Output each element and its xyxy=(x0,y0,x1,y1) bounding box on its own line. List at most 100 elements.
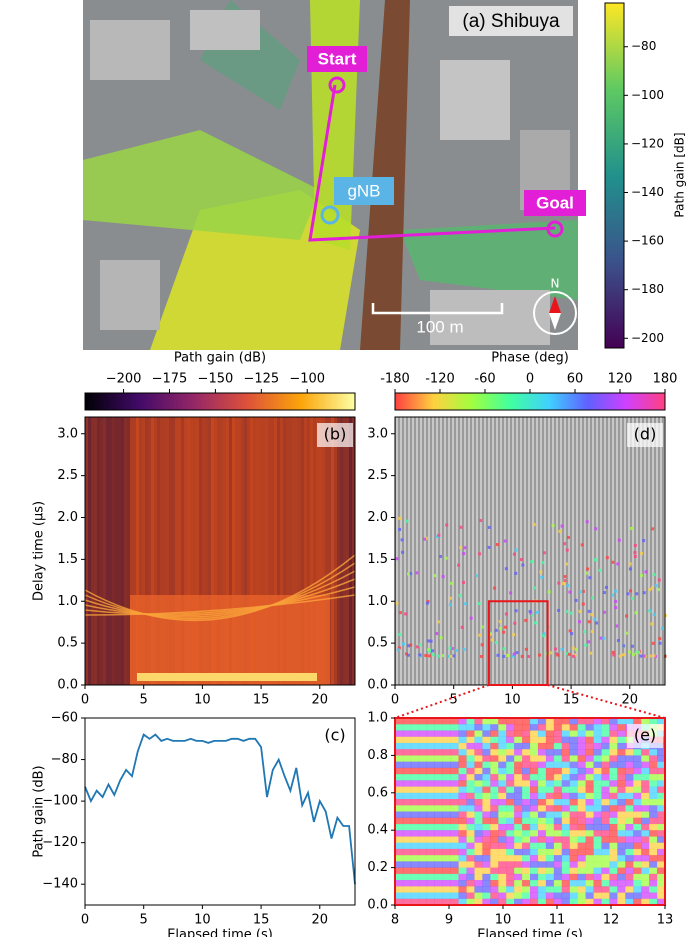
heatmap-texture xyxy=(514,811,523,819)
heatmap-texture xyxy=(410,805,420,812)
heatmap-texture xyxy=(633,861,642,868)
heatmap-texture xyxy=(589,651,593,655)
x-tick-label: 11 xyxy=(549,913,566,928)
heatmap-texture xyxy=(130,417,133,685)
heatmap-texture xyxy=(563,575,567,579)
heatmap-texture xyxy=(442,855,451,862)
heatmap-texture xyxy=(601,792,610,800)
heatmap-texture xyxy=(106,417,109,685)
heatmap-texture xyxy=(466,867,475,875)
heatmap-texture xyxy=(463,602,467,606)
heatmap-texture xyxy=(482,823,491,831)
heatmap-texture xyxy=(466,848,475,856)
heatmap-texture xyxy=(506,811,515,819)
scale-bar xyxy=(371,303,504,315)
heatmap-texture xyxy=(490,842,499,850)
heatmap-texture xyxy=(617,749,626,756)
heatmap-texture xyxy=(474,799,483,806)
heatmap-texture xyxy=(490,873,499,881)
heatmap-texture xyxy=(625,886,634,893)
heatmap-texture xyxy=(418,836,428,843)
heatmap-texture xyxy=(426,774,436,781)
panel-label-box xyxy=(627,423,663,447)
heatmap-texture xyxy=(442,848,451,856)
heatmap-texture xyxy=(545,755,555,762)
heatmap-texture xyxy=(482,749,491,756)
heatmap-texture xyxy=(593,742,602,750)
heatmap-texture xyxy=(537,880,547,887)
heatmap-texture xyxy=(641,867,650,875)
heatmap-texture xyxy=(657,886,666,893)
heatmap-texture xyxy=(466,730,475,737)
heatmap-texture xyxy=(346,417,349,685)
heatmap-texture xyxy=(434,799,443,806)
heatmap-texture xyxy=(410,886,420,893)
heatmap-texture xyxy=(418,842,428,850)
heatmap-texture xyxy=(583,630,587,634)
heatmap-texture xyxy=(553,805,563,812)
heatmap-texture xyxy=(208,417,211,685)
heatmap-texture xyxy=(418,730,428,737)
heatmap-texture xyxy=(506,823,515,831)
heatmap-texture xyxy=(577,761,586,769)
y-tick-label: 0.0 xyxy=(367,678,388,693)
heatmap-texture xyxy=(601,817,610,825)
heatmap-texture xyxy=(193,417,196,685)
heatmap-texture xyxy=(530,749,539,756)
heatmap-texture xyxy=(84,554,356,622)
heatmap-texture xyxy=(410,799,420,806)
heatmap-texture xyxy=(340,417,343,685)
heatmap-texture xyxy=(482,742,491,750)
heatmap-texture xyxy=(545,749,555,756)
heatmap-texture xyxy=(474,817,483,825)
heatmap-texture xyxy=(474,767,483,775)
heatmap-texture xyxy=(537,886,547,893)
heatmap-texture xyxy=(571,654,575,658)
heatmap-texture xyxy=(395,836,404,843)
heatmap-texture xyxy=(530,761,539,769)
colorbar-tick-label: 60 xyxy=(567,372,584,387)
heatmap-texture xyxy=(545,805,555,812)
heatmap-texture xyxy=(585,767,594,775)
heatmap-texture xyxy=(633,823,642,831)
heatmap-texture xyxy=(406,653,410,657)
heatmap-texture xyxy=(601,724,610,731)
heatmap-texture xyxy=(434,830,443,837)
heatmap-texture xyxy=(490,886,499,893)
heatmap-texture xyxy=(649,848,658,856)
heatmap-texture xyxy=(617,730,626,737)
heatmap-texture xyxy=(657,817,666,825)
heatmap-texture xyxy=(410,767,420,775)
colorbar xyxy=(84,392,356,411)
heatmap-texture xyxy=(601,799,610,806)
heatmap-texture xyxy=(547,590,551,594)
heatmap-texture xyxy=(641,873,650,881)
heatmap-texture xyxy=(474,761,483,769)
heatmap-texture xyxy=(506,736,515,744)
heatmap-texture xyxy=(319,417,322,685)
heatmap-texture xyxy=(490,855,499,862)
y-tick-label: 0.8 xyxy=(367,748,388,763)
heatmap-texture xyxy=(617,867,626,875)
heatmap-texture xyxy=(490,786,499,794)
heatmap-texture xyxy=(590,613,594,617)
heatmap-texture xyxy=(561,742,571,750)
heatmap-texture xyxy=(530,811,539,819)
heatmap-texture xyxy=(577,880,586,887)
heatmap-texture xyxy=(580,543,584,547)
heatmap-texture xyxy=(458,892,467,900)
heatmap-texture xyxy=(406,572,410,576)
x-tick-label: 10 xyxy=(495,913,512,928)
y-tick-label: 0.5 xyxy=(57,636,78,651)
heatmap-texture xyxy=(609,842,618,850)
heatmap-texture xyxy=(427,648,431,652)
heatmap-texture xyxy=(650,586,654,590)
heatmap-texture xyxy=(633,836,642,843)
heatmap-texture xyxy=(553,880,563,887)
heatmap-texture xyxy=(490,848,499,856)
heatmap-texture xyxy=(528,609,532,613)
heatmap-texture xyxy=(545,742,555,750)
heatmap-texture xyxy=(530,867,539,875)
heatmap-texture xyxy=(431,649,435,653)
heatmap-texture xyxy=(561,861,571,868)
